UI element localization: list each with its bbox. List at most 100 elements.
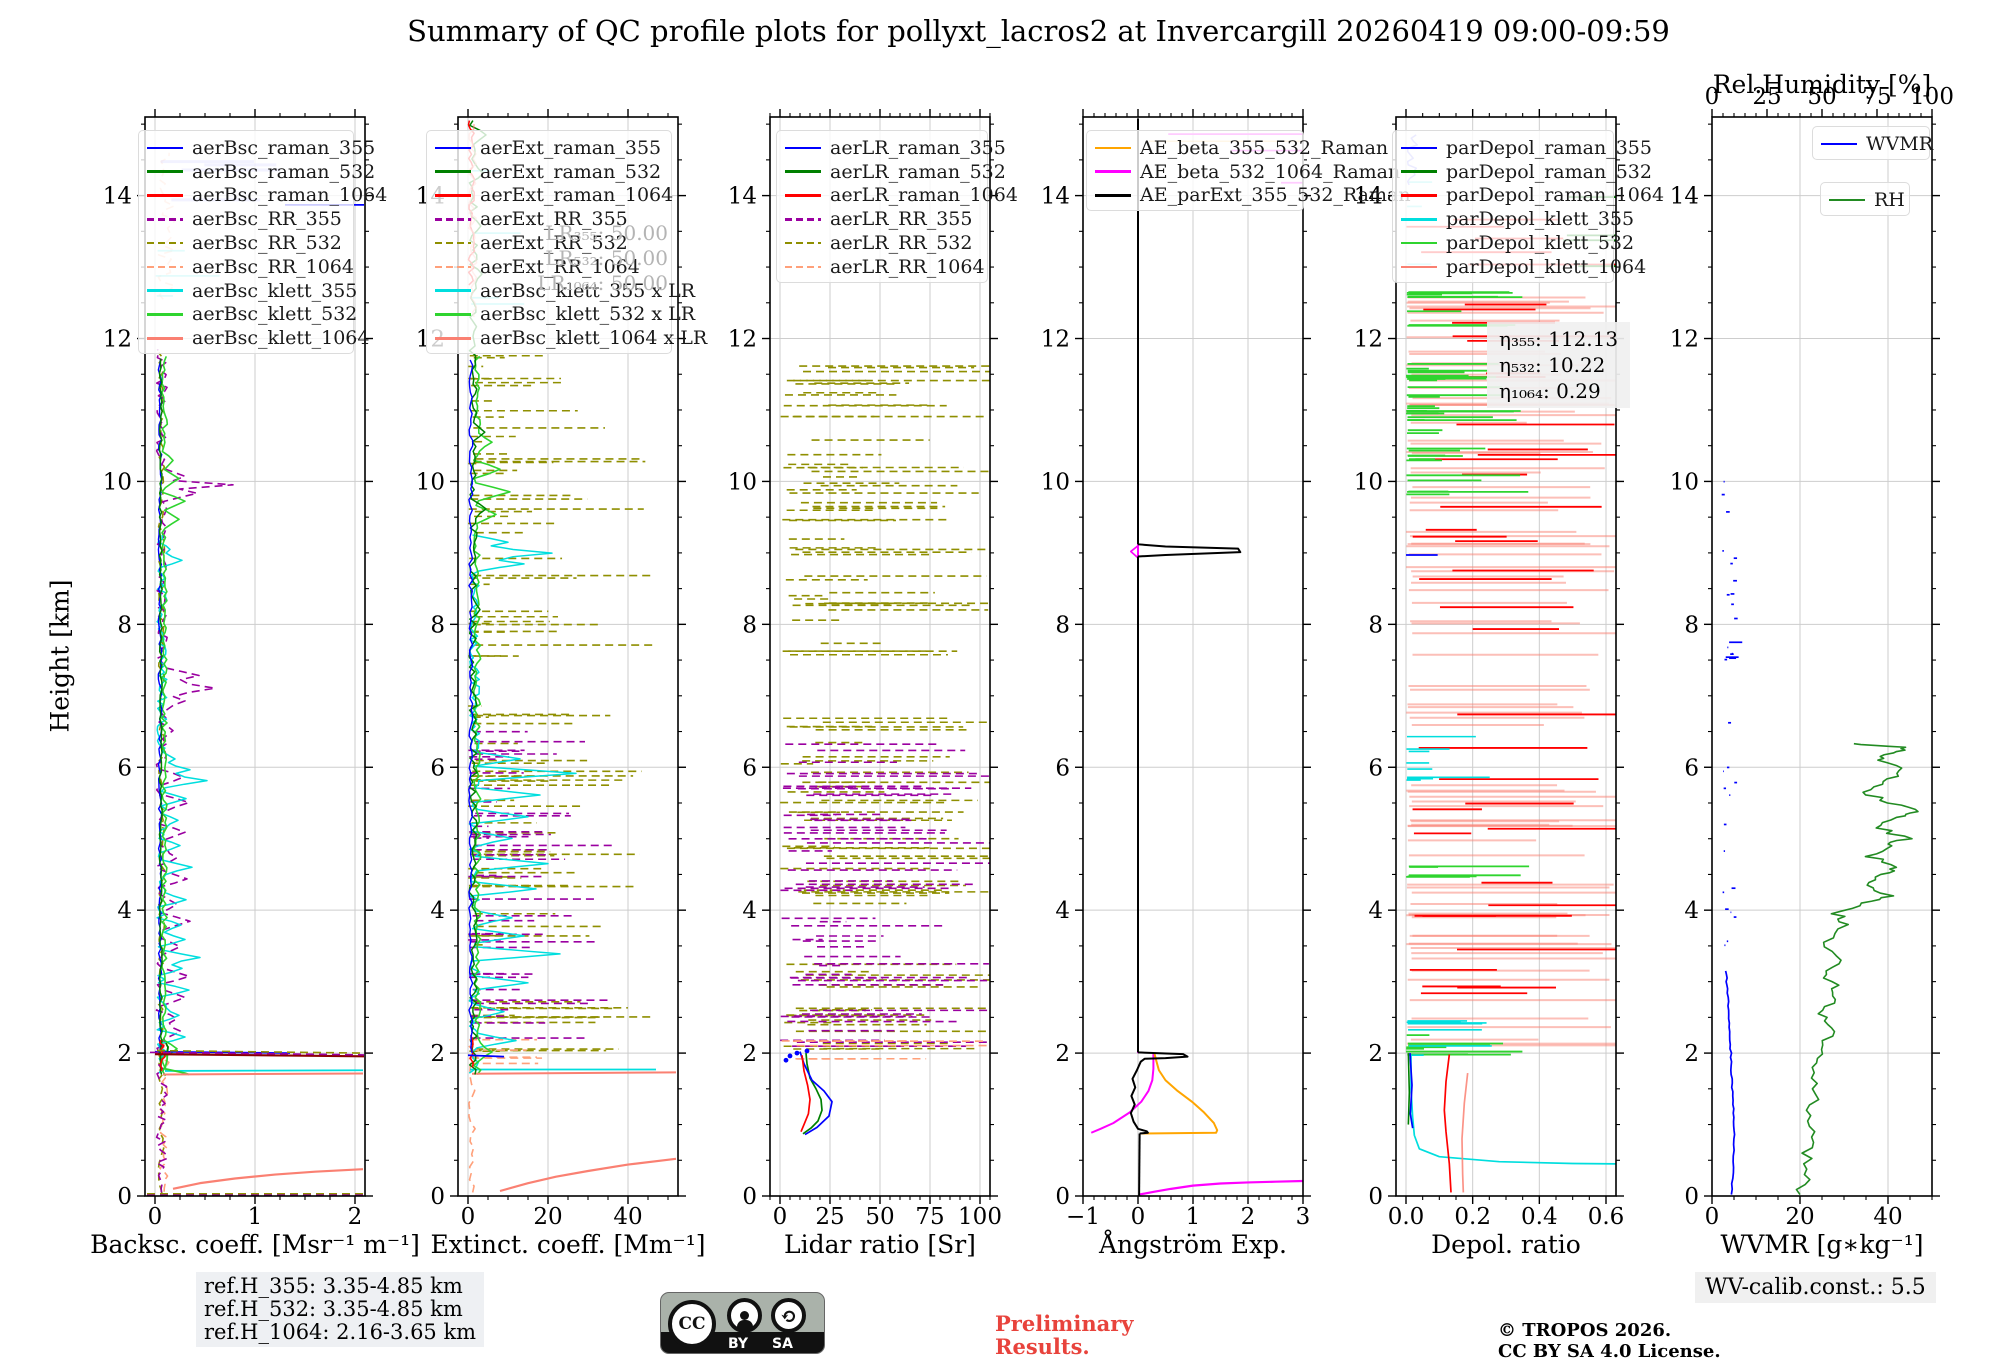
svg-text:4: 4 — [1368, 898, 1383, 924]
svg-text:0: 0 — [461, 1204, 476, 1230]
legend-entry: WVMR — [1821, 132, 1933, 156]
legend-label: aerBsc_raman_532 — [192, 160, 376, 183]
panel-5-data — [1721, 480, 1919, 1196]
panel-1-data — [467, 120, 677, 1193]
panel-2-data — [780, 365, 990, 1136]
panel-3-data — [1090, 118, 1303, 1196]
panel-4-data — [1406, 134, 1616, 1193]
line-sample — [147, 170, 183, 173]
line-sample — [147, 194, 183, 197]
legend-label: aerExt_raman_355 — [480, 136, 662, 159]
svg-text:6: 6 — [430, 755, 445, 781]
legend-label: AE_parExt_355_532_Raman — [1140, 184, 1411, 207]
legend-entry: RH — [1829, 188, 1905, 212]
line-sample — [435, 336, 471, 340]
legend-panel-3: AE_beta_355_532_Raman AE_beta_532_1064_Ra… — [1086, 130, 1411, 212]
svg-text:40: 40 — [1873, 1204, 1902, 1230]
page-title: Summary of QC profile plots for pollyxt_… — [407, 14, 1670, 48]
svg-text:0: 0 — [1684, 1184, 1699, 1210]
legend-label: aerLR_raman_355 — [830, 136, 1006, 159]
svg-text:4: 4 — [742, 898, 757, 924]
wv-calibration-note: WV-calib.const.: 5.5 — [1695, 1272, 1936, 1303]
legend-entry: aerBsc_klett_532 — [147, 303, 357, 327]
svg-text:0: 0 — [1055, 1184, 1070, 1210]
svg-text:8: 8 — [1684, 612, 1699, 638]
attribution-person-icon — [727, 1298, 762, 1333]
legend-entry: parDepol_raman_532 — [1401, 160, 1652, 184]
legend-label: AE_beta_532_1064_Raman — [1140, 160, 1401, 183]
legend-label: parDepol_raman_355 — [1446, 136, 1652, 159]
legend-entry: aerBsc_klett_1064 — [147, 326, 369, 350]
svg-text:2: 2 — [742, 1041, 757, 1067]
legend-label: aerExt_RR_1064 — [480, 255, 640, 278]
legend-label: parDepol_raman_532 — [1446, 160, 1652, 183]
line-sample — [785, 170, 821, 173]
cc-sa-label: SA — [772, 1336, 793, 1352]
svg-text:0: 0 — [1368, 1184, 1383, 1210]
dashed-line-sample — [785, 265, 821, 269]
legend-label: aerBsc_raman_1064 — [192, 184, 388, 207]
line-sample — [435, 170, 471, 173]
legend-panel-5: WVMR — [1812, 126, 1933, 160]
legend-panel-0: aerBsc_raman_355 aerBsc_raman_532 aerBsc_r… — [138, 130, 387, 355]
xlabel-extinction: Extinct. coeff. [Mm⁻¹] — [430, 1230, 706, 1259]
legend-entry: AE_beta_355_532_Raman — [1095, 136, 1388, 160]
xlabel-angstrom: Ångström Exp. — [1099, 1230, 1287, 1259]
legend-label: parDepol_klett_1064 — [1446, 255, 1647, 278]
svg-text:6: 6 — [1684, 755, 1699, 781]
legend-label: aerExt_RR_532 — [480, 232, 628, 255]
line-sample — [147, 289, 183, 292]
legend-label: aerBsc_RR_532 — [192, 232, 342, 255]
legend-entry: aerBsc_klett_532 x LR — [435, 303, 695, 327]
svg-text:8: 8 — [117, 612, 132, 638]
xlabel-wvmr: WVMR [g∗kg⁻¹] — [1720, 1230, 1924, 1259]
svg-text:3: 3 — [1296, 1204, 1311, 1230]
legend-label: aerExt_raman_1064 — [480, 184, 674, 207]
svg-text:10: 10 — [1354, 469, 1383, 495]
panel-0-data — [147, 152, 365, 1196]
line-sample — [1821, 142, 1857, 146]
svg-text:12: 12 — [1670, 327, 1699, 353]
legend-entry: aerLR_RR_532 — [785, 231, 979, 255]
svg-text:14: 14 — [1354, 184, 1383, 210]
svg-text:0: 0 — [1705, 1204, 1720, 1230]
legend-entry: aerLR_raman_355 — [785, 136, 1006, 160]
legend-entry: aerExt_RR_1064 — [435, 255, 663, 279]
dashed-line-sample — [147, 241, 183, 245]
dashed-line-sample — [435, 217, 471, 221]
line-sample — [1401, 217, 1437, 221]
legend-entry: aerLR_raman_532 — [785, 160, 1006, 184]
svg-text:75: 75 — [915, 1204, 944, 1230]
line-sample — [147, 313, 183, 316]
legend-entry: parDepol_raman_1064 — [1401, 184, 1664, 208]
dashed-line-sample — [147, 265, 183, 269]
svg-text:2: 2 — [1055, 1041, 1070, 1067]
line-sample — [147, 336, 183, 340]
legend-entry: parDepol_raman_355 — [1401, 136, 1652, 160]
svg-text:14: 14 — [728, 184, 757, 210]
legend-label: WVMR — [1866, 132, 1934, 155]
legend-entry: aerExt_RR_355 — [435, 207, 663, 231]
dashed-line-sample — [435, 241, 471, 245]
reference-height-note: ref.H_355: 3.35-4.85 km ref.H_532: 3.35-… — [196, 1272, 485, 1347]
legend-entry: aerBsc_raman_532 — [147, 160, 375, 184]
line-sample — [435, 289, 471, 292]
svg-text:10: 10 — [728, 469, 757, 495]
svg-text:0: 0 — [148, 1204, 163, 1230]
line-sample — [1095, 146, 1131, 150]
svg-text:0.2: 0.2 — [1454, 1204, 1491, 1230]
legend-entry: aerExt_raman_355 — [435, 136, 663, 160]
line-sample — [435, 146, 471, 150]
dashed-line-sample — [435, 265, 471, 269]
legend-label: aerLR_raman_532 — [830, 160, 1006, 183]
xlabel-depol: Depol. ratio — [1431, 1230, 1581, 1259]
lidar-ratio-constants-note: LR₃₅₅: 50.00 LR₅₃₂: 50.00 LR₁₀₆₄: 50.00 — [537, 221, 668, 295]
legend-entry: parDepol_klett_1064 — [1401, 255, 1646, 279]
legend-entry: aerBsc_RR_532 — [147, 231, 345, 255]
svg-text:100: 100 — [1910, 84, 1954, 110]
svg-text:8: 8 — [1368, 612, 1383, 638]
svg-text:12: 12 — [103, 327, 132, 353]
legend-entry: aerBsc_klett_355 x LR — [435, 279, 695, 303]
